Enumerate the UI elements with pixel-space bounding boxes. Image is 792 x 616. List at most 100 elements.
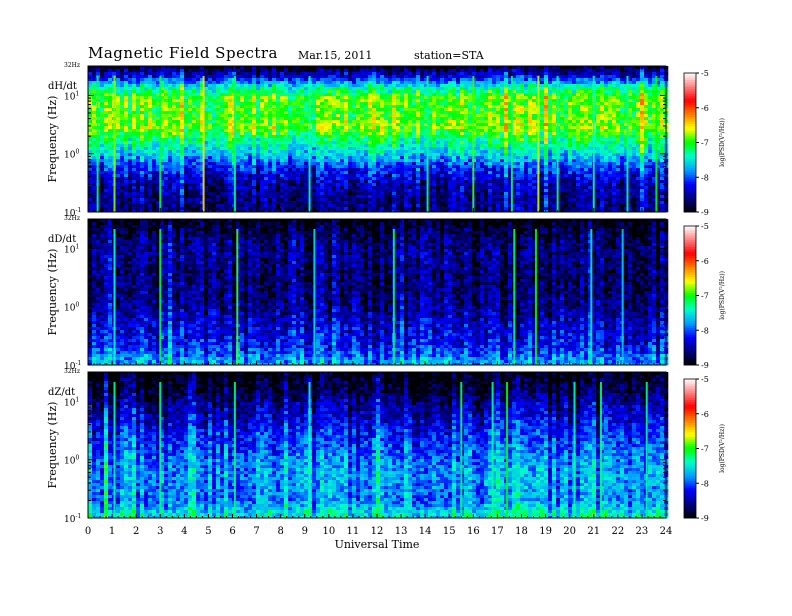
spectrogram-cell bbox=[580, 147, 585, 151]
spectrogram-cell bbox=[436, 147, 441, 151]
spectrogram-cell bbox=[204, 135, 209, 139]
spectrogram-cell bbox=[140, 81, 145, 85]
spectrogram-cell bbox=[660, 150, 665, 154]
spectrogram-cell bbox=[388, 78, 393, 82]
spectrogram-cell bbox=[380, 96, 385, 100]
spectrogram-cell bbox=[404, 135, 409, 139]
spectrogram-cell bbox=[524, 123, 529, 127]
spectrogram-cell bbox=[256, 99, 261, 103]
spectrogram-cell bbox=[416, 162, 421, 166]
spectrogram-cell bbox=[640, 108, 645, 112]
spectrogram-cell bbox=[624, 123, 629, 127]
spectrogram-cell bbox=[588, 138, 593, 142]
spectrogram-cell bbox=[468, 150, 473, 154]
spectrogram-cell bbox=[340, 72, 345, 76]
spectrogram-cell bbox=[128, 108, 133, 112]
spectrogram-cell bbox=[516, 99, 521, 103]
spectrogram-cell bbox=[572, 153, 577, 157]
spectrogram-cell bbox=[380, 87, 385, 91]
spectrogram-cell bbox=[500, 159, 505, 163]
spectrogram-cell bbox=[100, 111, 105, 115]
spectrogram-cell bbox=[436, 156, 441, 160]
spectrogram-cell bbox=[324, 123, 329, 127]
spectrogram-cell bbox=[464, 126, 469, 130]
spectrogram-cell bbox=[384, 156, 389, 160]
spectrogram-cell bbox=[600, 129, 605, 133]
spectrogram-cell bbox=[160, 129, 165, 133]
spectrogram-cell bbox=[380, 66, 385, 70]
spectrogram-cell bbox=[408, 102, 413, 106]
spectrogram-cell bbox=[564, 108, 569, 112]
spectrogram-cell bbox=[524, 117, 529, 121]
spectrogram-cell bbox=[184, 87, 189, 91]
spectrogram-cell bbox=[380, 144, 385, 148]
spectrogram-cell bbox=[136, 111, 141, 115]
spectrogram-cell bbox=[148, 129, 153, 133]
spectrogram-cell bbox=[188, 150, 193, 154]
spectrogram-cell bbox=[228, 93, 233, 97]
spectrogram-cell bbox=[184, 81, 189, 85]
spectrogram-cell bbox=[572, 87, 577, 91]
spectrogram-cell bbox=[608, 150, 613, 154]
spectrogram-cell bbox=[396, 150, 401, 154]
spectrogram-cell bbox=[588, 96, 593, 100]
spectrogram-cell bbox=[204, 111, 209, 115]
spectrogram-cell bbox=[324, 153, 329, 157]
spectrogram-cell bbox=[148, 75, 153, 79]
spectrogram-cell bbox=[584, 90, 589, 94]
spectrogram-cell bbox=[168, 162, 173, 166]
spectrogram-cell bbox=[244, 156, 249, 160]
spectrogram-cell bbox=[496, 114, 501, 118]
spectrogram-cell bbox=[360, 147, 365, 151]
spectrogram-cell bbox=[104, 84, 109, 88]
spectrogram-cell bbox=[396, 135, 401, 139]
spectrogram-cell bbox=[384, 72, 389, 76]
spectrogram-cell bbox=[272, 111, 277, 115]
spectrogram-cell bbox=[196, 81, 201, 85]
spectrogram-cell bbox=[176, 93, 181, 97]
spectrogram-cell bbox=[260, 81, 265, 85]
spectrogram-cell bbox=[652, 138, 657, 142]
spectrogram-cell bbox=[396, 96, 401, 100]
spectrogram-cell bbox=[228, 159, 233, 163]
spectrogram-cell bbox=[100, 168, 105, 172]
spectrogram-cell bbox=[452, 69, 457, 73]
spectrogram-cell bbox=[552, 102, 557, 106]
spectrogram-cell bbox=[392, 141, 397, 145]
spectrogram-cell bbox=[476, 141, 481, 145]
spectrogram-cell bbox=[144, 120, 149, 124]
spectrogram-cell bbox=[208, 90, 213, 94]
spectrogram-cell bbox=[228, 114, 233, 118]
spectrogram-cell bbox=[320, 78, 325, 82]
spectrogram-cell bbox=[436, 72, 441, 76]
spectrogram-cell bbox=[556, 66, 561, 70]
spectrogram-cell bbox=[512, 69, 517, 73]
spectrogram-cell bbox=[492, 126, 497, 130]
spectrogram-cell bbox=[544, 84, 549, 88]
spectrogram-cell bbox=[208, 108, 213, 112]
spectrogram-cell bbox=[324, 144, 329, 148]
spectrogram-cell bbox=[260, 129, 265, 133]
spectrogram-cell bbox=[136, 105, 141, 109]
spectrogram-cell bbox=[572, 108, 577, 112]
spectrogram-cell bbox=[448, 105, 453, 109]
spectrogram-cell bbox=[332, 132, 337, 136]
spectrogram-cell bbox=[660, 108, 665, 112]
spectrogram-cell bbox=[488, 102, 493, 106]
spectrogram-cell bbox=[100, 72, 105, 76]
spectrogram-cell bbox=[468, 132, 473, 136]
spectrogram-cell bbox=[448, 111, 453, 115]
spectrogram-cell bbox=[552, 96, 557, 100]
spectrogram-cell bbox=[640, 147, 645, 151]
spectrogram-cell bbox=[448, 87, 453, 91]
spectrogram-cell bbox=[428, 150, 433, 154]
spectrogram-cell bbox=[176, 135, 181, 139]
spectrogram-cell bbox=[552, 147, 557, 151]
spectrogram-cell bbox=[416, 90, 421, 94]
spectrogram-cell bbox=[512, 117, 517, 121]
spectrogram-cell bbox=[348, 90, 353, 94]
spectrogram-cell bbox=[372, 99, 377, 103]
spectrogram-cell bbox=[284, 69, 289, 73]
spectrogram-cell bbox=[368, 162, 373, 166]
spectrogram-cell bbox=[424, 81, 429, 85]
